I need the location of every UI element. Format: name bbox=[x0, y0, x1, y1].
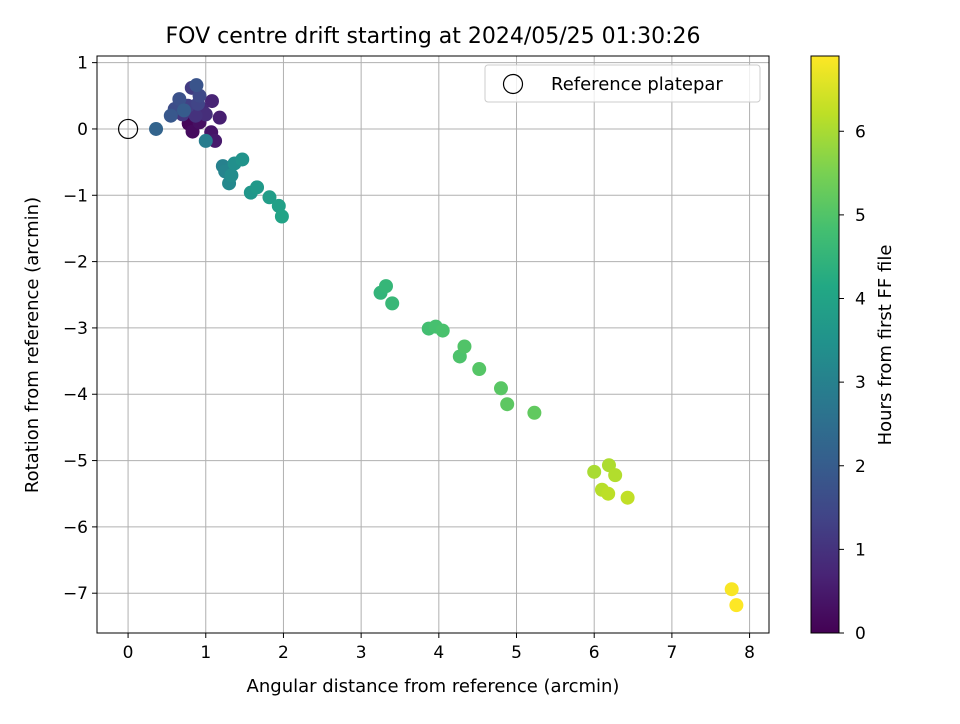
x-tick-label: 8 bbox=[744, 643, 755, 663]
data-point bbox=[435, 323, 450, 338]
data-point bbox=[378, 279, 393, 294]
data-point bbox=[457, 339, 472, 354]
chart-title: FOV centre drift starting at 2024/05/25 … bbox=[166, 24, 701, 49]
x-tick-label: 7 bbox=[666, 643, 677, 663]
data-points bbox=[117, 78, 744, 613]
y-tick-label: −1 bbox=[63, 186, 88, 206]
data-point bbox=[262, 190, 277, 205]
x-tick-label: 4 bbox=[433, 643, 444, 663]
data-point bbox=[235, 152, 250, 167]
data-point bbox=[189, 78, 204, 93]
y-tick-label: −4 bbox=[63, 385, 88, 405]
data-point bbox=[587, 464, 602, 479]
data-point bbox=[149, 121, 164, 136]
data-point bbox=[274, 209, 289, 224]
plot-frame bbox=[96, 55, 770, 634]
data-point bbox=[198, 133, 213, 148]
y-tick-label: −3 bbox=[63, 319, 88, 339]
legend-marker bbox=[502, 73, 524, 95]
colorbar-gradient bbox=[810, 55, 840, 634]
data-point bbox=[188, 108, 203, 123]
data-point bbox=[472, 362, 487, 377]
x-tick-label: 3 bbox=[356, 643, 367, 663]
x-axis-label: Angular distance from reference (arcmin) bbox=[247, 676, 620, 697]
data-point bbox=[250, 180, 265, 195]
data-point bbox=[212, 110, 227, 125]
y-tick-label: −6 bbox=[63, 518, 88, 538]
data-point bbox=[729, 598, 744, 613]
data-point bbox=[163, 108, 178, 123]
data-point bbox=[493, 381, 508, 396]
legend-box bbox=[484, 64, 761, 103]
colorbar-tick-label: 5 bbox=[855, 206, 866, 226]
colorbar: 0 1 2 3 4 5 6 Hours from first FF file bbox=[810, 55, 896, 644]
data-point bbox=[527, 405, 542, 420]
y-tick-label: 1 bbox=[77, 54, 88, 74]
x-tick-label: 5 bbox=[511, 643, 522, 663]
data-point bbox=[271, 198, 286, 213]
data-point bbox=[172, 92, 187, 107]
data-point bbox=[620, 490, 635, 505]
y-axis-label: Rotation from reference (arcmin) bbox=[22, 197, 43, 493]
colorbar-tick-label: 6 bbox=[855, 122, 866, 142]
data-point bbox=[608, 468, 623, 483]
colorbar-ticks: 0 1 2 3 4 5 6 bbox=[839, 122, 866, 644]
x-tick-label: 0 bbox=[123, 643, 134, 663]
data-point bbox=[204, 94, 219, 109]
data-point bbox=[385, 296, 400, 311]
y-tick-label: −7 bbox=[63, 584, 88, 604]
colorbar-tick-label: 1 bbox=[855, 540, 866, 560]
data-point bbox=[500, 397, 515, 412]
data-point bbox=[192, 88, 207, 103]
data-point bbox=[224, 168, 239, 183]
reference-platepar-marker bbox=[117, 118, 139, 140]
colorbar-tick-label: 3 bbox=[855, 373, 866, 393]
x-tick-label: 6 bbox=[589, 643, 600, 663]
colorbar-tick-label: 2 bbox=[855, 457, 866, 477]
axis-ticks: 0 1 2 3 4 5 6 7 8 1 0 −1 −2 −3 −4 −5 −6 −7 bbox=[63, 54, 755, 663]
y-tick-label: 0 bbox=[77, 120, 88, 140]
legend: Reference platepar bbox=[484, 64, 761, 103]
x-tick-label: 1 bbox=[200, 643, 211, 663]
colorbar-tick-label: 4 bbox=[855, 290, 866, 310]
data-point bbox=[601, 486, 616, 501]
colorbar-tick-label: 0 bbox=[855, 624, 866, 644]
legend-label: Reference platepar bbox=[551, 74, 723, 95]
y-tick-label: −2 bbox=[63, 253, 88, 273]
data-point bbox=[724, 582, 739, 597]
grid bbox=[97, 56, 769, 633]
y-tick-label: −5 bbox=[63, 452, 88, 472]
x-tick-label: 2 bbox=[278, 643, 289, 663]
colorbar-label: Hours from first FF file bbox=[875, 245, 896, 446]
data-point bbox=[177, 103, 192, 118]
